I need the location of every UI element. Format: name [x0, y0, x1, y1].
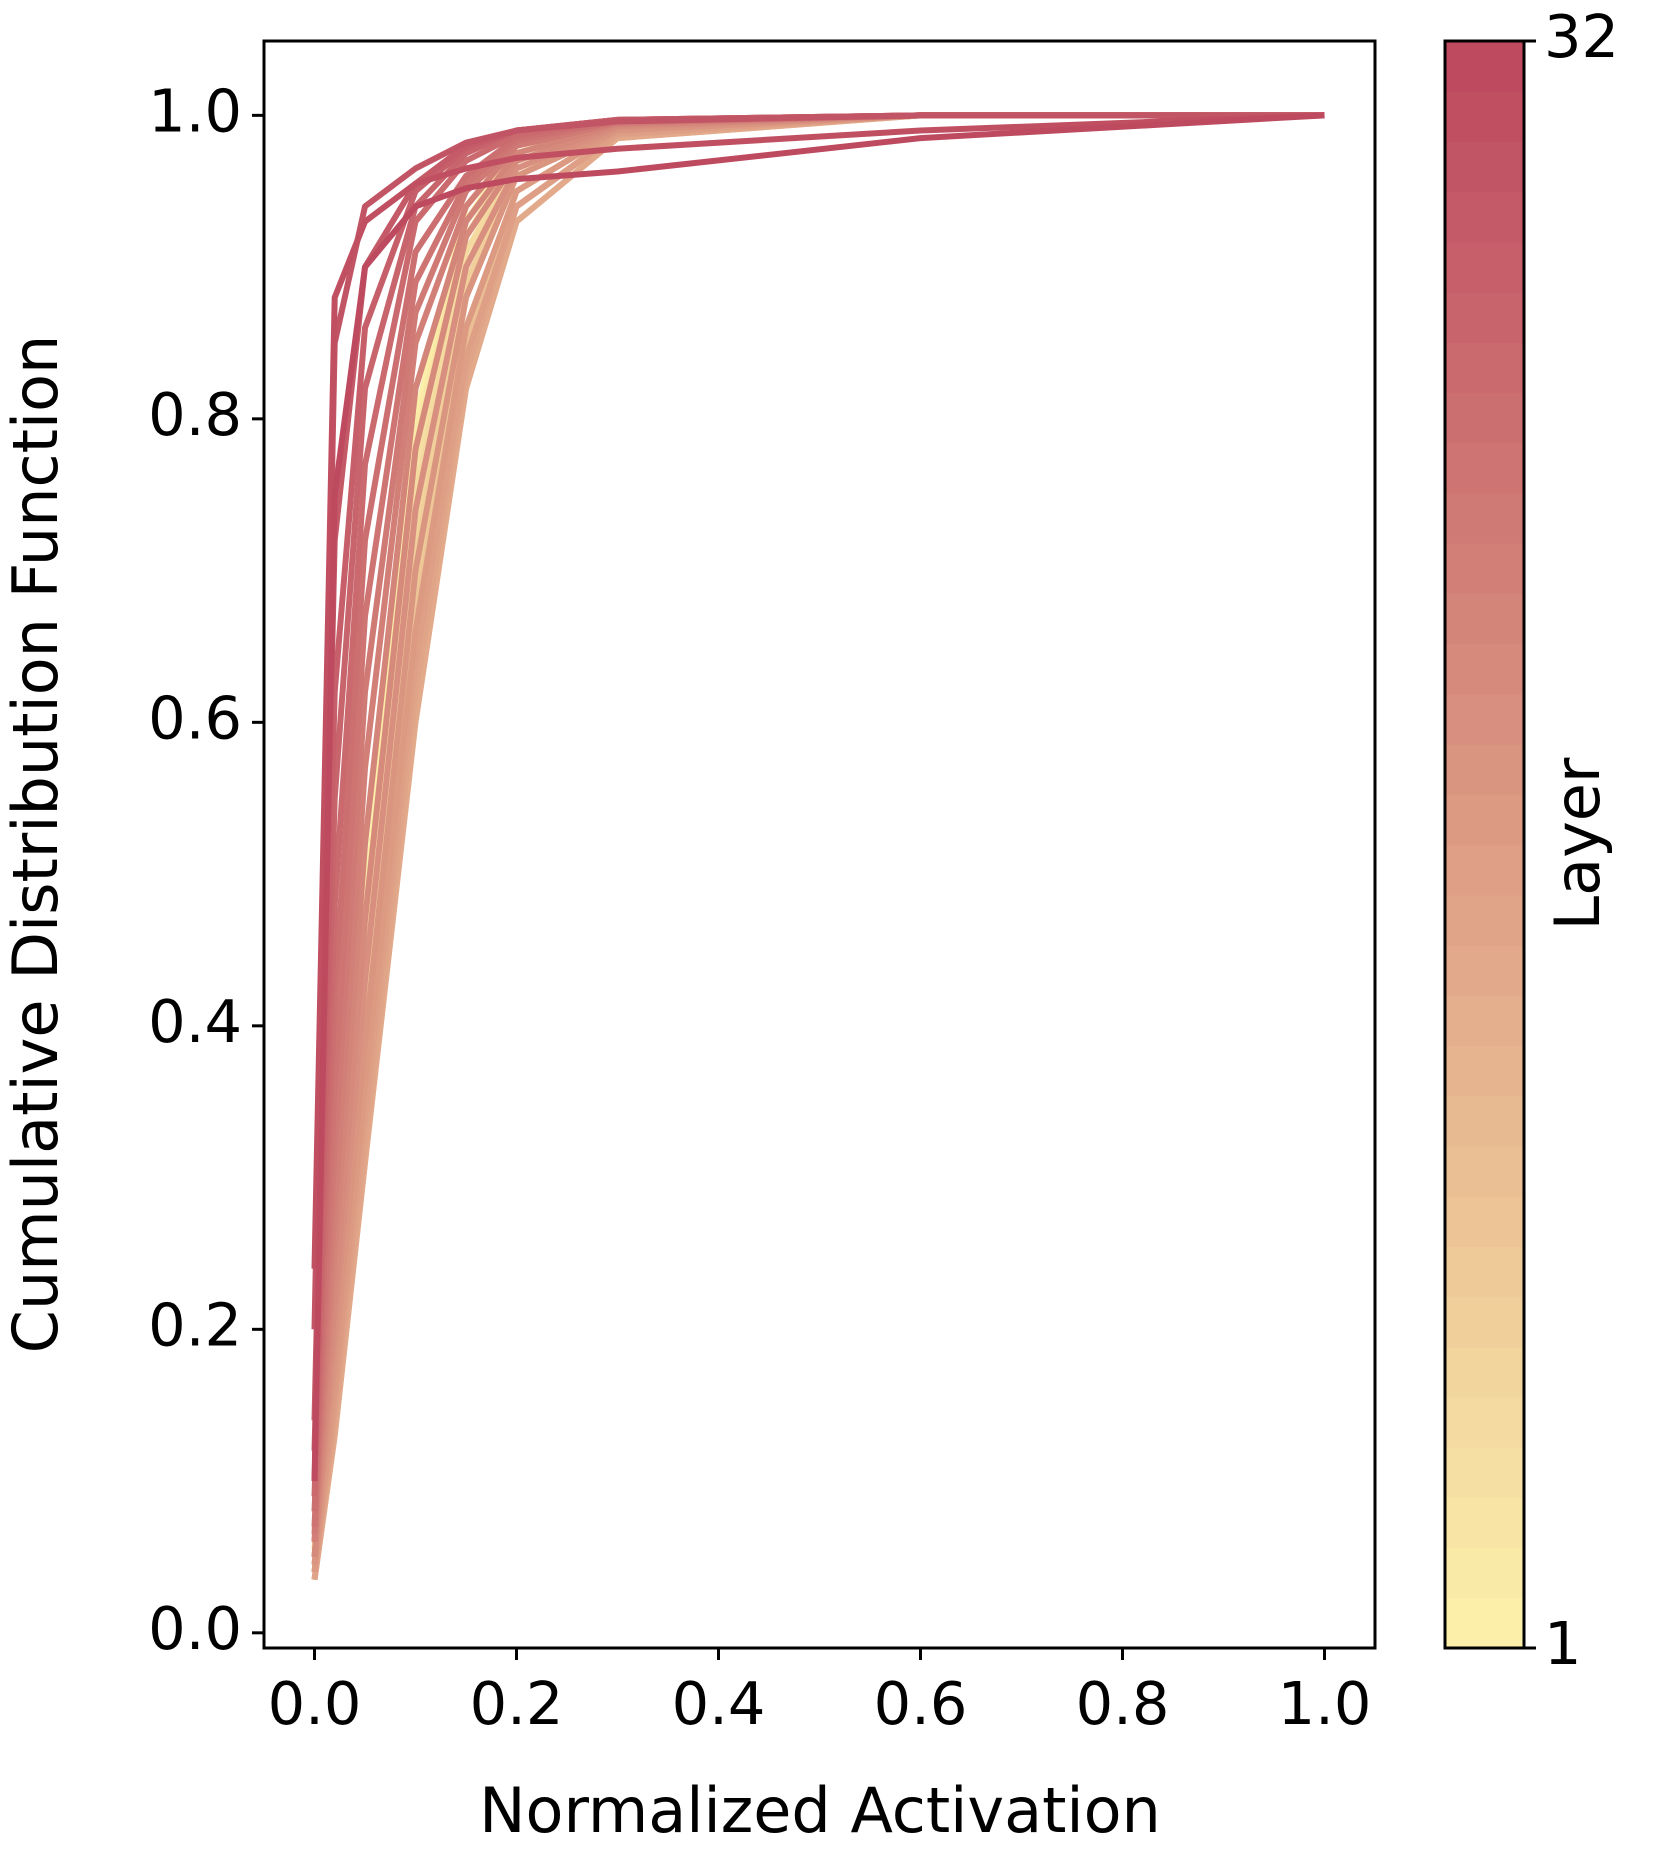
colorbar-swatch	[1445, 1196, 1524, 1247]
colorbar-swatch	[1445, 844, 1524, 896]
data-line	[311, 112, 1325, 1451]
y-tick-label: 0.4	[148, 987, 242, 1056]
colorbar-swatch	[1445, 944, 1524, 996]
colorbar-swatch	[1445, 241, 1524, 293]
colorbar-swatch	[1445, 643, 1524, 695]
colorbar-swatch	[1445, 1296, 1524, 1348]
colorbar-tick-label: 1	[1544, 1609, 1582, 1678]
colorbar-swatch	[1445, 492, 1524, 544]
colorbar-swatch	[1445, 543, 1524, 595]
x-tick-label: 0.6	[874, 1669, 968, 1738]
colorbar-swatch	[1445, 1095, 1524, 1147]
x-axis-label: Normalized Activation	[479, 1774, 1161, 1847]
colorbar-swatch	[1445, 995, 1524, 1046]
colorbar-swatch	[1445, 392, 1524, 444]
colorbar-tick-label: 32	[1544, 2, 1619, 71]
colorbar-swatch	[1445, 1346, 1524, 1398]
data-line	[311, 112, 1325, 1269]
colorbar-swatch	[1445, 141, 1524, 193]
colorbar-swatch	[1445, 1145, 1524, 1197]
x-tick-label: 0.2	[470, 1669, 564, 1738]
colorbar-swatch	[1445, 1497, 1524, 1549]
colorbar-swatch	[1445, 1597, 1524, 1649]
colorbar-label: Layer	[1541, 757, 1614, 930]
y-tick-label: 0.6	[148, 683, 242, 752]
x-tick-label: 0.0	[268, 1669, 362, 1738]
x-tick-label: 0.8	[1076, 1669, 1170, 1738]
colorbar-swatch	[1445, 1246, 1524, 1298]
colorbar-frame	[1443, 39, 1526, 1650]
y-axis-label: Cumulative Distribution Function	[0, 335, 72, 1354]
y-tick-label: 0.2	[148, 1290, 242, 1359]
plot-frame	[262, 39, 1377, 1650]
colorbar-swatch	[1445, 1447, 1524, 1498]
colorbar-swatch	[1445, 894, 1524, 946]
x-tick-label: 0.4	[672, 1669, 766, 1738]
colorbar-swatch	[1445, 41, 1524, 92]
colorbar-swatch	[1445, 442, 1524, 494]
colorbar-swatch	[1445, 91, 1524, 143]
y-tick-label: 0.8	[148, 380, 242, 449]
data-line	[311, 112, 1325, 1482]
colorbar-swatch	[1445, 292, 1524, 343]
colorbar-swatch	[1445, 593, 1524, 645]
data-line	[311, 112, 1325, 1330]
colorbar-swatch	[1445, 744, 1524, 795]
colorbar-swatch	[1445, 693, 1524, 745]
y-tick-label: 1.0	[148, 76, 242, 145]
data-line	[311, 112, 1325, 1573]
colorbar-swatch	[1445, 1547, 1524, 1599]
x-tick-label: 1.0	[1278, 1669, 1372, 1738]
colorbar-swatch	[1445, 342, 1524, 394]
colorbar-swatch	[1445, 1045, 1524, 1097]
y-tick-label: 0.0	[148, 1594, 242, 1663]
colorbar-swatch	[1445, 191, 1524, 243]
colorbar-swatch	[1445, 794, 1524, 846]
colorbar-swatch	[1445, 1396, 1524, 1448]
